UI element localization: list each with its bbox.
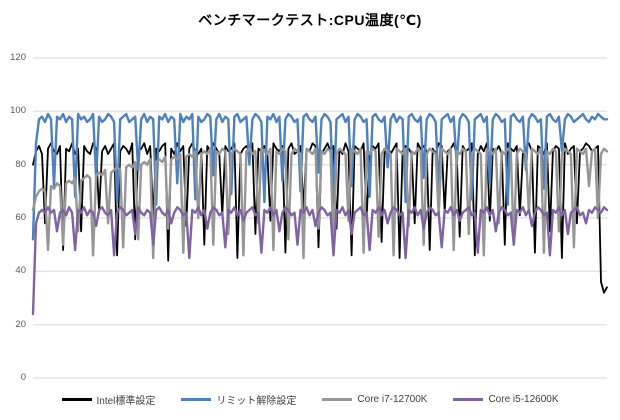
legend-swatch-limit-unlocked: [181, 398, 212, 401]
y-tick-100: 100: [10, 105, 26, 116]
y-tick-80: 80: [15, 159, 26, 170]
y-tick-40: 40: [15, 265, 26, 276]
legend-item-core-i7-12700k: Core i7-12700K: [322, 394, 427, 405]
y-axis: 120 100 80 60 40 20 0: [0, 0, 28, 420]
y-tick-20: 20: [15, 319, 26, 330]
legend-swatch-core-i7-12700k: [322, 398, 353, 401]
y-tick-120: 120: [10, 52, 26, 63]
y-tick-60: 60: [15, 212, 26, 223]
legend-label-intel-standard: Intel標準設定: [96, 396, 156, 407]
series-line-2: [31, 147, 609, 260]
legend-label-core-i7-12700k: Core i7-12700K: [357, 394, 428, 405]
legend-swatch-intel-standard: [61, 398, 92, 401]
legend-item-intel-standard: Intel標準設定: [61, 392, 156, 407]
series-line-1: [31, 112, 609, 241]
chart-legend: Intel標準設定 リミット解除設定 Core i7-12700K Core i…: [0, 392, 620, 407]
legend-item-limit-unlocked: リミット解除設定: [181, 392, 296, 407]
legend-swatch-core-i5-12600k: [453, 398, 484, 401]
y-tick-0: 0: [20, 372, 26, 383]
legend-item-core-i5-12600k: Core i5-12600K: [453, 394, 559, 405]
series-line-3: [31, 206, 609, 316]
chart-title: ベンチマークテスト:CPU温度(℃): [198, 12, 422, 28]
legend-label-core-i5-12600k: Core i5-12600K: [488, 394, 559, 405]
legend-label-limit-unlocked: リミット解除設定: [216, 396, 297, 407]
